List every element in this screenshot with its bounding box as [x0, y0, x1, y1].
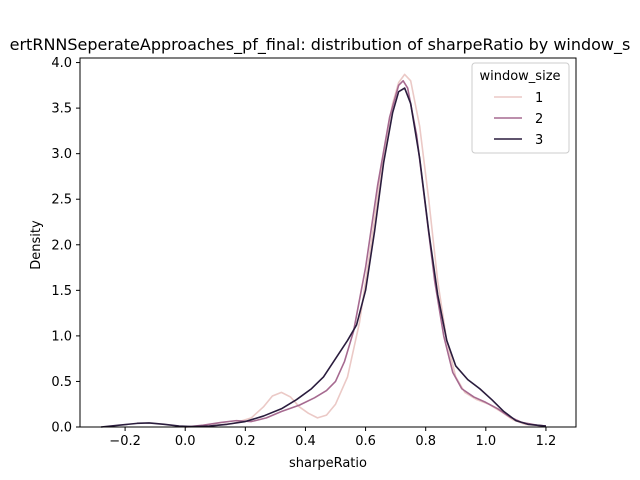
x-tick-label: 0.6: [355, 434, 376, 449]
x-tick-label: 0.4: [295, 434, 316, 449]
y-tick-label: 0.5: [51, 375, 72, 390]
plot-area: [79, 57, 577, 428]
y-tick-label: 4.0: [51, 56, 72, 71]
y-tick-label: 1.5: [51, 284, 72, 299]
legend-frame: [471, 62, 570, 154]
y-axis-label: Density: [29, 220, 44, 270]
x-tick-label: 1.2: [536, 434, 557, 449]
x-axis: −0.2 0.0 0.2 0.4 0.6 0.8 1.0 1.2: [109, 427, 556, 449]
legend-label-1: 1: [535, 91, 543, 106]
plot-frame: [79, 57, 577, 428]
y-tick-label: 1.0: [51, 329, 72, 344]
y-tick-label: 2.0: [51, 238, 72, 253]
x-tick-label: 1.0: [475, 434, 496, 449]
series-line-2: [185, 79, 547, 428]
x-tick-label: 0.0: [175, 434, 196, 449]
legend-title: window_size: [479, 69, 560, 84]
x-axis-label: sharpeRatio: [289, 456, 367, 471]
x-tick-label: 0.2: [235, 434, 256, 449]
y-axis: 0.0 0.5 1.0 1.5 2.0 2.5 3.0 3.5 4.0: [51, 56, 80, 436]
legend-label-3: 3: [535, 133, 543, 148]
y-tick-label: 0.0: [51, 421, 72, 436]
legend-label-2: 2: [535, 112, 543, 127]
x-tick-label: 0.8: [415, 434, 436, 449]
y-tick-label: 3.0: [51, 147, 72, 162]
y-tick-label: 2.5: [51, 193, 72, 208]
y-tick-label: 3.5: [51, 102, 72, 117]
x-tick-label: −0.2: [109, 434, 141, 449]
chart-title: ertRNNSeperateApproaches_pf_final: distr…: [10, 35, 631, 55]
legend: window_size 1 2 3: [471, 62, 570, 154]
